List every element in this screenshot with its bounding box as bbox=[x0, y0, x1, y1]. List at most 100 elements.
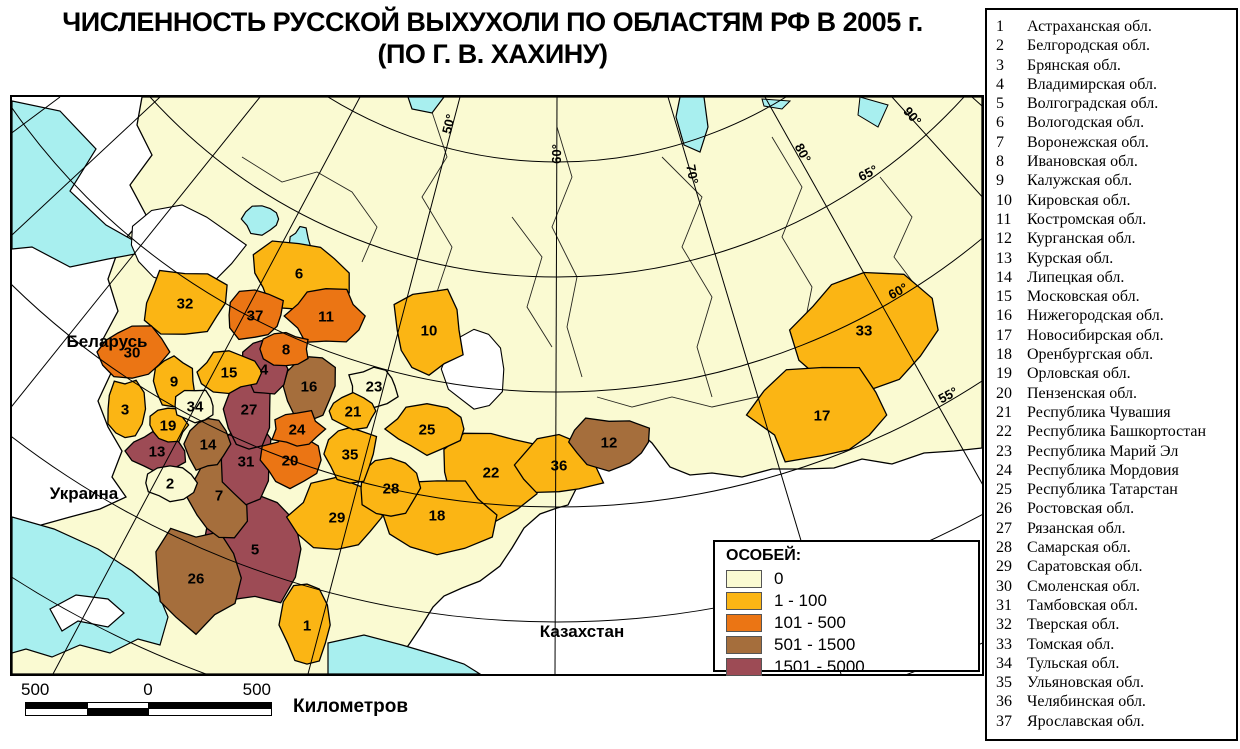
region-number-2: 2 bbox=[166, 475, 174, 492]
country-label: Беларусь bbox=[66, 332, 147, 351]
water-small-lake-north bbox=[407, 97, 445, 114]
inner-border-line bbox=[551, 126, 583, 378]
region-list-number: 8 bbox=[996, 153, 1004, 171]
map-canvas: 1 2 3 4 5 6 7 8 9 10 11 12 13 14 15 16 17 18 19 20 21 22 23 24 2… bbox=[10, 95, 984, 676]
scale-unit-label: Километров bbox=[293, 696, 409, 717]
region-list-item: 18 Оренбургская обл. bbox=[996, 345, 1232, 364]
legend-item: 1501 - 5000 bbox=[726, 656, 978, 678]
region-number-26: 26 bbox=[188, 570, 205, 587]
region-number-12: 12 bbox=[601, 434, 618, 451]
region-list-number: 11 bbox=[996, 210, 1012, 228]
region-list-number: 23 bbox=[996, 442, 1012, 460]
region-shape-30 bbox=[96, 325, 171, 379]
region-index-panel: 1 Астраханская обл. 2 Белгородская обл. 3 Бря… bbox=[985, 8, 1238, 741]
crimea-peninsula bbox=[49, 594, 125, 632]
region-list-item: 33 Томская обл. bbox=[996, 635, 1232, 654]
region-shape-29 bbox=[285, 476, 384, 551]
map-legend: ОСОБЕЙ: 0 1 - 100 101 - 500 501 - 1500 1501 … bbox=[713, 540, 980, 676]
region-number-28: 28 bbox=[383, 480, 400, 497]
region-list-item: 5 Волгоградская обл. bbox=[996, 94, 1232, 113]
region-list-number: 6 bbox=[996, 114, 1004, 132]
region-number-13: 13 bbox=[149, 443, 166, 460]
legend-swatch bbox=[726, 570, 762, 588]
region-list-name: Ульяновская обл. bbox=[1027, 674, 1145, 692]
region-list-number: 33 bbox=[996, 635, 1012, 653]
region-list-name: Рязанская обл. bbox=[1027, 519, 1126, 537]
region-list-name: Липецкая обл. bbox=[1027, 268, 1125, 286]
region-list-number: 29 bbox=[996, 558, 1012, 576]
region-number-22: 22 bbox=[483, 464, 500, 481]
region-list-item: 6 Вологодская обл. bbox=[996, 113, 1232, 132]
region-list-name: Оренбургская обл. bbox=[1027, 346, 1154, 364]
legend-swatch bbox=[726, 592, 762, 610]
graticule-meridian bbox=[764, 97, 982, 485]
legend-swatch bbox=[726, 636, 762, 654]
scale-bar: 500 0 500 Километров bbox=[21, 680, 455, 725]
region-list-number: 21 bbox=[996, 403, 1012, 421]
region-list-item: 21 Республика Чувашия bbox=[996, 403, 1232, 422]
region-list-number: 30 bbox=[996, 577, 1012, 595]
page-title: ЧИСЛЕННОСТЬ РУССКОЙ ВЫХУХОЛИ ПО ОБЛАСТЯМ… bbox=[0, 6, 985, 70]
region-list-number: 18 bbox=[996, 346, 1012, 364]
region-list-name: Республика Марий Эл bbox=[1027, 442, 1179, 460]
region-number-8: 8 bbox=[282, 341, 290, 358]
region-list-name: Республика Мордовия bbox=[1027, 461, 1179, 479]
region-list-item: 15 Московская обл. bbox=[996, 287, 1232, 306]
scale-bar-graphic bbox=[25, 702, 272, 716]
scale-right-label: 500 bbox=[242, 680, 271, 699]
region-number-27: 27 bbox=[241, 401, 258, 418]
region-list-number: 15 bbox=[996, 288, 1012, 306]
graticule-meridian bbox=[554, 97, 558, 674]
graticule-label-meridian: 60° bbox=[549, 144, 564, 164]
region-list-number: 13 bbox=[996, 249, 1012, 267]
region-list-name: Челябинская обл. bbox=[1027, 693, 1146, 711]
region-list-number: 12 bbox=[996, 230, 1012, 248]
region-shape-8 bbox=[259, 331, 309, 367]
region-list-item: 14 Липецкая обл. bbox=[996, 268, 1232, 287]
legend-item: 0 bbox=[726, 568, 978, 590]
legend-label: 0 bbox=[774, 569, 784, 588]
water-caspian-sea bbox=[327, 634, 482, 674]
region-list-name: Вологодская обл. bbox=[1027, 114, 1145, 132]
graticule-parallel bbox=[327, 97, 787, 163]
region-number-33: 33 bbox=[856, 322, 873, 339]
region-shape-35 bbox=[323, 426, 378, 484]
region-list-name: Республика Татарстан bbox=[1027, 481, 1178, 499]
region-list-item: 3 Брянская обл. bbox=[996, 56, 1232, 75]
region-shape-11 bbox=[283, 288, 366, 343]
legend-label: 1501 - 5000 bbox=[774, 657, 865, 676]
region-list-item: 16 Нижегородская обл. bbox=[996, 306, 1232, 325]
region-list-item: 22 Республика Башкортостан bbox=[996, 422, 1232, 441]
region-shape-34 bbox=[174, 389, 214, 424]
region-number-15: 15 bbox=[221, 364, 238, 381]
region-list-number: 16 bbox=[996, 307, 1012, 325]
region-list-name: Воронежская обл. bbox=[1027, 133, 1149, 151]
graticule-meridian bbox=[12, 97, 261, 407]
region-list-name: Тверская обл. bbox=[1027, 616, 1120, 634]
region-list-item: 9 Калужская обл. bbox=[996, 171, 1232, 190]
region-list-number: 26 bbox=[996, 500, 1012, 518]
page-title-line2: (ПО Г. В. ХАХИНУ) bbox=[377, 39, 608, 69]
region-number-35: 35 bbox=[342, 446, 359, 463]
region-list-number: 3 bbox=[996, 56, 1004, 74]
region-list-name: Смоленская обл. bbox=[1027, 577, 1141, 595]
inner-border-line bbox=[241, 156, 378, 263]
region-list-name: Волгоградская обл. bbox=[1027, 95, 1159, 113]
region-list-item: 29 Саратовская обл. bbox=[996, 557, 1232, 576]
graticule-parallel bbox=[149, 97, 965, 278]
water-lake-ladoga bbox=[240, 205, 280, 236]
region-list-name: Курганская обл. bbox=[1027, 230, 1136, 248]
region-shape-25 bbox=[383, 403, 465, 457]
region-list-item: 7 Воронежская обл. bbox=[996, 133, 1232, 152]
region-shape-1 bbox=[278, 583, 331, 665]
region-list-item: 26 Ростовская обл. bbox=[996, 499, 1232, 518]
region-list-item: 32 Тверская обл. bbox=[996, 615, 1232, 634]
region-number-4: 4 bbox=[260, 361, 269, 378]
region-list: 1 Астраханская обл. 2 Белгородская обл. 3 Бря… bbox=[996, 17, 1232, 731]
region-list-name: Кировская обл. bbox=[1027, 191, 1131, 209]
legend-swatch bbox=[726, 658, 762, 676]
region-list-name: Республика Чувашия bbox=[1027, 403, 1171, 421]
region-list-item: 10 Кировская обл. bbox=[996, 191, 1232, 210]
region-number-10: 10 bbox=[421, 322, 438, 339]
